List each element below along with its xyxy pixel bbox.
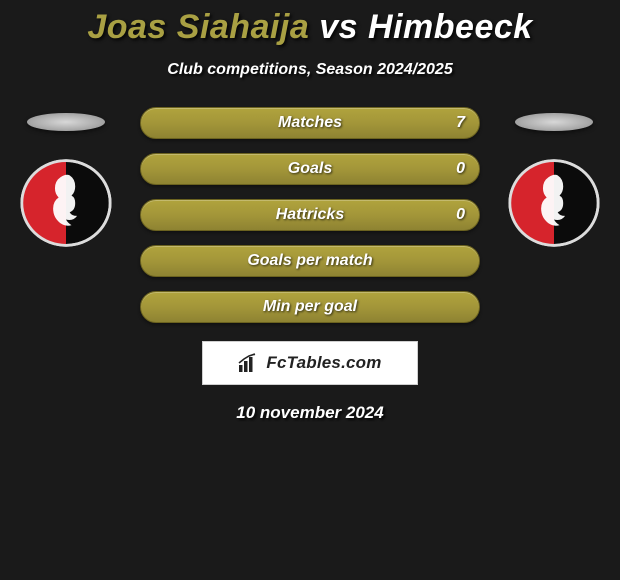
stat-label: Matches [278,114,342,132]
page-title: Joas Siahaija vs Himbeeck [0,0,620,47]
player-column-right [508,107,600,249]
stat-value-right: 0 [456,206,465,224]
content-area: Matches 7 Goals 0 Hattricks 0 Goals per … [0,107,620,423]
stat-bar-hattricks: Hattricks 0 [140,199,480,231]
stat-label: Hattricks [276,206,344,224]
stat-bar-goals-per-match: Goals per match [140,245,480,277]
brand-badge: FcTables.com [202,341,418,385]
avatar-placeholder-left [27,113,105,131]
stat-bar-min-per-goal: Min per goal [140,291,480,323]
title-player2: Himbeeck [368,8,533,46]
stat-value-right: 7 [456,114,465,132]
crest-icon [20,157,112,249]
stat-label: Min per goal [263,298,357,316]
stat-bar-goals: Goals 0 [140,153,480,185]
bar-chart-icon [238,353,260,373]
stat-bar-matches: Matches 7 [140,107,480,139]
subtitle-text: Club competitions, Season 2024/2025 [0,61,620,79]
club-crest-right [508,157,600,249]
player-column-left [20,107,112,249]
title-player1: Joas Siahaija [87,8,309,46]
club-crest-left [20,157,112,249]
stat-value-right: 0 [456,160,465,178]
title-vs: vs [319,8,358,46]
crest-icon [508,157,600,249]
stats-list: Matches 7 Goals 0 Hattricks 0 Goals per … [140,107,480,323]
stat-label: Goals [288,160,332,178]
timestamp-text: 10 november 2024 [0,403,620,423]
brand-text: FcTables.com [266,353,381,373]
stat-label: Goals per match [247,252,372,270]
avatar-placeholder-right [515,113,593,131]
